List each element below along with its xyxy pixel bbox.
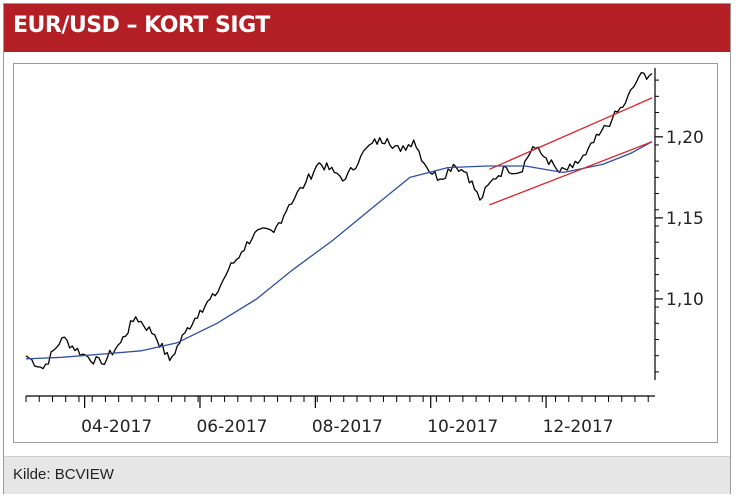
source-label: Kilde: BCVIEW — [13, 466, 114, 483]
chart-canvas: 1,10 1,15 1,20 04-2017 06-2017 08-2017 10-2017… — [25, 68, 704, 437]
x-tick-label: 08-2017 — [312, 417, 383, 437]
source-footer: Kilde: BCVIEW — [4, 456, 730, 494]
x-tick-label: 12-2017 — [543, 417, 614, 437]
channel-upper-line — [489, 97, 653, 170]
chart-card: EUR/USD – KORT SIGT 1,10 1,15 1,20 04-2017 0… — [3, 3, 731, 494]
x-tick-label: 04-2017 — [81, 417, 152, 437]
chart-header: EUR/USD – KORT SIGT — [4, 4, 730, 52]
channel-lower-line — [489, 141, 653, 206]
y-tick-label: 1,15 — [666, 209, 704, 229]
y-tick-label: 1,10 — [666, 290, 704, 310]
price-line — [25, 71, 653, 370]
chart-title: EUR/USD – KORT SIGT — [13, 13, 270, 38]
moving-average-line — [25, 141, 653, 360]
plot-panel: 1,10 1,15 1,20 04-2017 06-2017 08-2017 10-2017… — [13, 63, 718, 443]
x-tick-label: 06-2017 — [196, 417, 267, 437]
y-tick-label: 1,20 — [666, 128, 704, 148]
x-tick-label: 10-2017 — [427, 417, 498, 437]
